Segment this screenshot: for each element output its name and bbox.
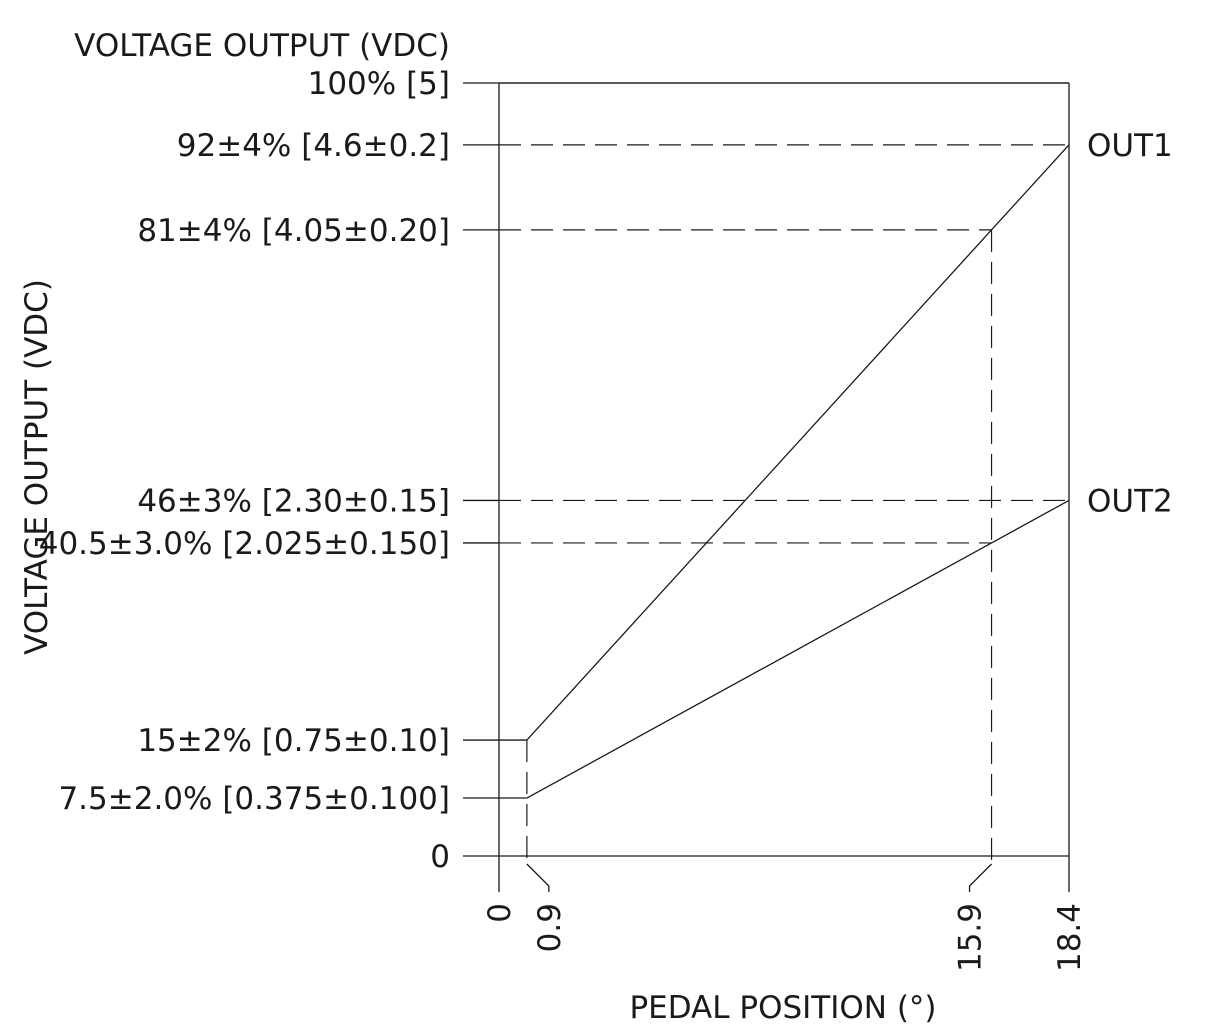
x-tick-leader-1 [526, 863, 550, 892]
y-tick-label-1: 7.5±2.0% [0.375±0.100] [58, 781, 450, 817]
chart-title: VOLTAGE OUTPUT (VDC) [74, 28, 450, 64]
series-lines: OUT1 OUT2 [526, 128, 1173, 799]
y-axis-label: VOLTAGE OUTPUT (VDC) [19, 279, 55, 655]
x-tick-label-3: 18.4 [1052, 903, 1088, 972]
y-tick-label-5: 81±4% [4.05±0.20] [137, 213, 450, 249]
x-tick-label-0: 0 [482, 903, 518, 923]
y-tick-label-3: 40.5±3.0% [2.025±0.150] [39, 526, 450, 562]
y-tick-label-6: 92±4% [4.6±0.2] [177, 128, 450, 164]
y-axis-ticks: 0 7.5±2.0% [0.375±0.100] 15±2% [0.75±0.10]… [39, 66, 1069, 875]
series-label-out2: OUT2 [1087, 483, 1173, 519]
reference-lines [499, 144, 1069, 864]
x-tick-label-1: 0.9 [532, 903, 568, 952]
y-tick-label-7: 100% [5] [308, 66, 450, 102]
series-line-out1 [526, 144, 1070, 741]
y-tick-label-0: 0 [430, 839, 450, 875]
x-axis-label: PEDAL POSITION (°) [629, 990, 936, 1026]
x-tick-label-2: 15.9 [953, 903, 989, 972]
series-label-out1: OUT1 [1087, 128, 1173, 164]
plot-frame [498, 82, 1070, 892]
x-axis-ticks: 0 0.9 15.9 18.4 [482, 863, 1088, 972]
x-tick-leader-2 [968, 863, 993, 892]
y-tick-label-4: 46±3% [2.30±0.15] [137, 483, 450, 519]
series-line-out2 [526, 499, 1070, 799]
y-tick-label-2: 15±2% [0.75±0.10] [137, 723, 450, 759]
